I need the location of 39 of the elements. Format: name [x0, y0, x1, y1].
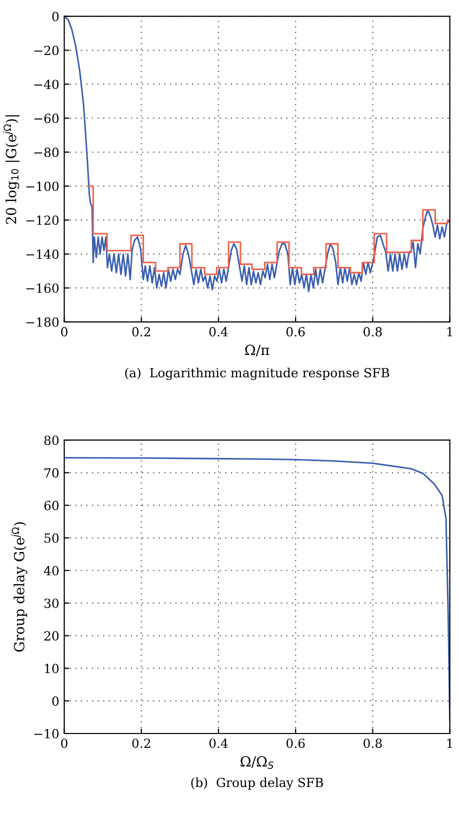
y-tick-label: 10	[45, 664, 59, 674]
x-tick-label: 1	[447, 327, 452, 336]
text: (a) Logarithmic magnitude response SFB	[125, 368, 390, 380]
y-tick-label: −100	[26, 182, 59, 192]
y-tick-label: −40	[34, 80, 59, 90]
y-tick-label: 0	[52, 12, 59, 22]
line-series	[64, 456, 450, 722]
y-tick-label: 60	[44, 500, 59, 510]
x-tick-label: 0.6	[286, 738, 305, 748]
x-tick-label: 0.4	[209, 738, 228, 748]
y-axis-title: Group delay G(e$^{jΩ}$)	[11, 522, 28, 652]
y-tick-label: 0	[52, 696, 59, 706]
x-tick-label: 0	[61, 327, 68, 336]
x-tick-label: 1	[447, 738, 452, 748]
y-tick-label: −120	[26, 216, 59, 225]
y-tick-label: 40	[44, 566, 59, 576]
x-tick-label: 0.8	[364, 738, 382, 748]
text: (b) Group delay SFB	[191, 778, 324, 790]
y-tick-label: −20	[34, 46, 59, 56]
x-tick-label: 0.2	[132, 738, 150, 748]
y-tick-label: −60	[34, 114, 59, 124]
x-tick-label: 0.4	[209, 327, 228, 336]
y-tick-label: 70	[44, 468, 59, 478]
x-tick-label: 0.6	[286, 327, 305, 336]
x-tick-label: 0	[61, 738, 68, 748]
x-axis-title: Ω/Ω$_{S}$	[240, 756, 274, 769]
y-tick-label: −80	[34, 148, 59, 158]
y-tick-label: 80	[44, 436, 59, 446]
x-axis-title: Ω/π	[245, 344, 270, 356]
y-tick-label: 50	[44, 533, 59, 543]
x-tick-label: 0.2	[132, 327, 150, 336]
y-tick-label: −10	[34, 728, 59, 738]
y-axis-title: 20 log$_{10}$ |G(e$^{jΩ}$)|	[3, 115, 20, 224]
y-tick-label: −160	[26, 283, 59, 293]
y-tick-label: −180	[26, 317, 59, 327]
y-tick-label: −140	[26, 249, 59, 259]
y-tick-label: 30	[44, 598, 59, 608]
y-tick-label: 20	[44, 631, 59, 641]
x-tick-label: 0.8	[364, 327, 382, 336]
